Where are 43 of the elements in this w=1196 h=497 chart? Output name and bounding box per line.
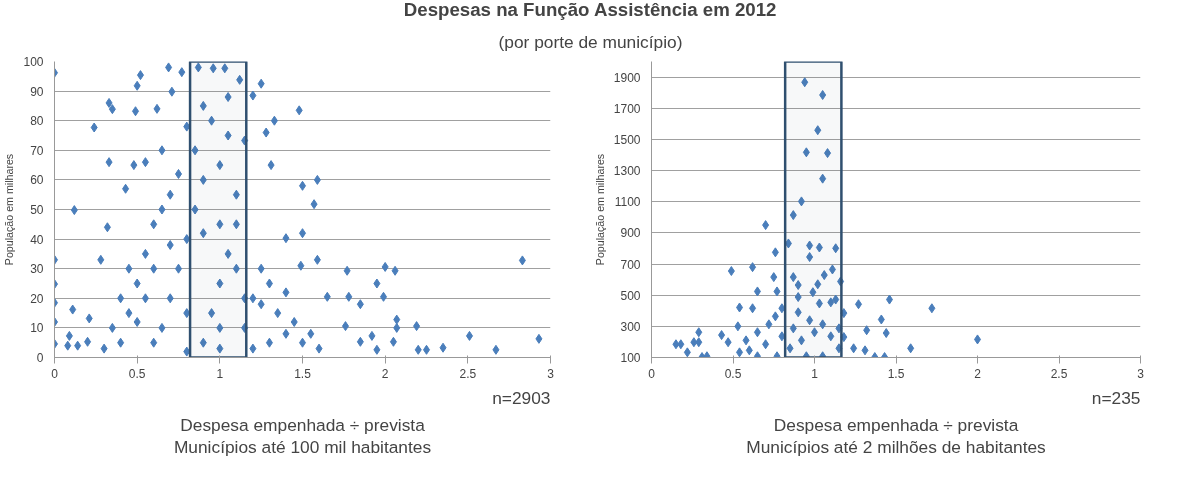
x-tick-label: 1	[216, 366, 224, 381]
y-tick-label: 0	[36, 351, 44, 365]
x-tick-label: 2.5	[1050, 366, 1068, 381]
x-tick-label: 0	[648, 366, 656, 381]
x-axis-title: Despesa empenhada ÷ prevista Municípios até 100 mil habitantes	[173, 414, 432, 457]
x-tick-label: 0	[51, 366, 59, 381]
y-tick-label: 20	[30, 291, 44, 306]
y-tick-label: 500	[620, 288, 641, 303]
y-tick-label: 100	[23, 55, 44, 69]
text: n=2903	[492, 387, 551, 408]
x-tick-label: 1.5	[887, 366, 905, 381]
x-tick-label: 0.5	[724, 366, 742, 381]
x-tick-label: 3	[1137, 366, 1145, 381]
x-tick-label: 3	[547, 366, 555, 381]
text: Despesas na Função Assistência em 2012	[403, 0, 777, 20]
y-tick-label: 100	[620, 351, 641, 365]
x-tick-label: 2	[974, 366, 982, 381]
y-tick-label: 90	[30, 84, 44, 99]
x-axis-title: Despesa empenhada ÷ prevista Municípios até 2 milhões de habitantes	[746, 414, 1047, 457]
x-tick-label: 1.5	[294, 366, 312, 381]
y-tick-label: 1500	[613, 132, 641, 147]
y-tick-label: 300	[620, 319, 641, 334]
x-tick-label: 1	[811, 366, 819, 381]
y-tick-label: 1300	[613, 164, 641, 179]
y-tick-label: 1100	[614, 195, 641, 210]
y-tick-label: 60	[30, 173, 44, 188]
y-tick-label: 50	[30, 203, 44, 217]
y-tick-label: 1700	[613, 101, 641, 116]
y-tick-label: 900	[620, 226, 641, 241]
x-tick-label: 2	[381, 366, 389, 381]
text: n=235	[1091, 387, 1141, 408]
y-axis-title: População em milhares	[593, 153, 606, 266]
x-tick-label: 2.5	[459, 366, 477, 381]
y-tick-label: 10	[30, 321, 44, 336]
x-tick-label: 0.5	[128, 366, 146, 381]
text: (por porte de município)	[498, 31, 683, 52]
y-tick-label: 40	[30, 232, 44, 247]
y-tick-label: 80	[30, 114, 44, 129]
y-tick-label: 700	[620, 257, 641, 272]
y-tick-label: 30	[30, 262, 44, 277]
y-axis-title: População em milhares	[3, 153, 16, 266]
y-tick-label: 70	[30, 143, 44, 158]
y-tick-label: 1900	[613, 70, 641, 85]
